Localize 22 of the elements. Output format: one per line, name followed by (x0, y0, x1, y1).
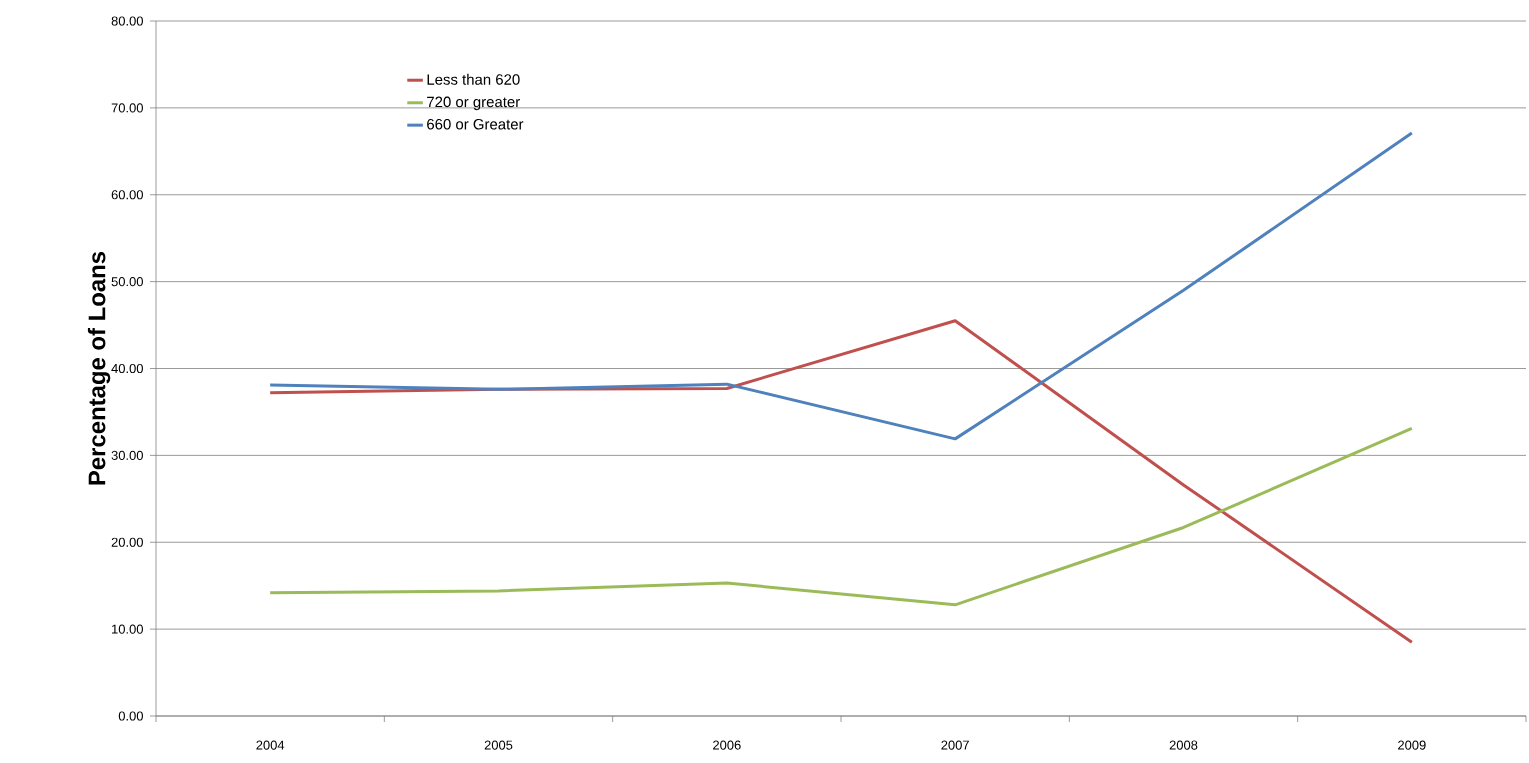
x-tick-label: 2004 (256, 740, 285, 750)
x-tick-label: 2006 (713, 740, 741, 750)
y-tick-label: 50.00 (111, 277, 143, 287)
x-tick-label: 2005 (484, 740, 513, 750)
legend-label: 660 or Greater (427, 118, 524, 130)
legend-label: Less than 620 (427, 73, 520, 85)
line-series (268, 426, 1414, 607)
y-tick-label: 70.00 (111, 103, 143, 113)
y-tick-label: 60.00 (111, 190, 143, 200)
legend-label: 720 or greater (427, 96, 520, 111)
x-tick-label: 2007 (941, 740, 969, 750)
y-tick-label: 80.00 (111, 16, 143, 26)
line-series (268, 319, 1414, 644)
y-tick-label: 10.00 (112, 624, 143, 634)
y-tick-label: 30.00 (111, 450, 143, 460)
y-tick-label: 40.00 (111, 363, 143, 374)
x-tick-label: 2009 (1398, 740, 1426, 750)
y-tick-label: 20.00 (111, 537, 143, 547)
y-axis-title: Percentage of Loans (87, 251, 111, 485)
line-series (268, 131, 1414, 441)
x-tick-label: 2008 (1169, 740, 1198, 750)
y-tick-label: 0.00 (118, 711, 143, 721)
